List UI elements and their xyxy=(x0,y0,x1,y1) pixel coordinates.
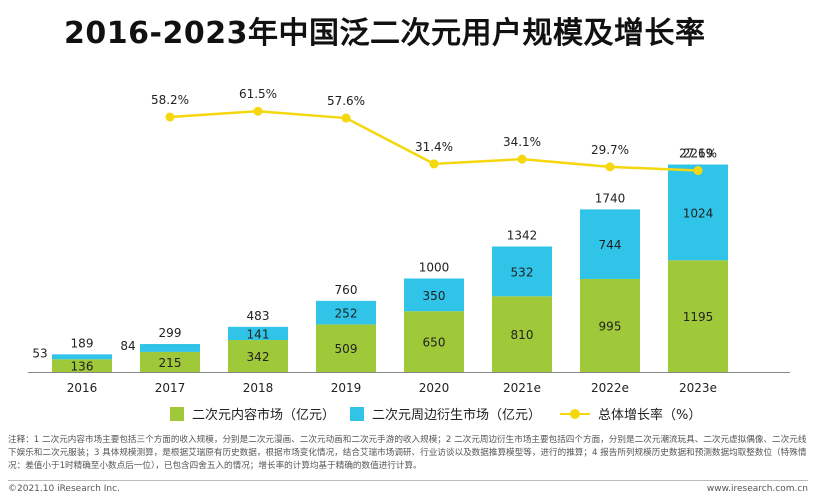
bar-content-2017 xyxy=(140,351,200,372)
label-content-2016: 136 xyxy=(71,360,94,374)
label-content-2017: 215 xyxy=(159,356,182,370)
legend-label-rate: 总体增长率（%） xyxy=(598,408,702,423)
label-content-2020: 650 xyxy=(423,336,446,350)
tick-label-2021e: 2021e xyxy=(503,381,541,395)
bar-content-2021e xyxy=(492,296,552,372)
tick-label-2017: 2017 xyxy=(155,381,186,395)
tick-label-2018: 2018 xyxy=(243,381,274,395)
footer: ©2021.10 iResearch Inc. www.iresearch.co… xyxy=(8,480,808,500)
legend-swatch-derivative xyxy=(350,406,364,421)
website-text: www.iresearch.com.cn xyxy=(706,484,808,494)
tick-label-2022e: 2022e xyxy=(591,381,629,395)
footnote: 注释：1 二次元内容市场主要包括三个方面的收入规模，分别是二次元漫画、二次元动画… xyxy=(8,435,807,471)
bar-derivative-2016 xyxy=(52,354,112,360)
chart-title: 2016-2023年中国泛二次元用户规模及增长率 xyxy=(64,16,706,51)
rate-point-2017 xyxy=(165,112,175,122)
rate-point-2020 xyxy=(429,159,439,169)
legend-item-derivative: 二次元周边衍生市场（亿元） xyxy=(350,404,541,423)
legend-swatch-content xyxy=(170,406,184,421)
label-derivative-2019: 252 xyxy=(335,307,358,321)
rate-point-2023e xyxy=(693,166,703,176)
copyright-text: ©2021.10 iResearch Inc. xyxy=(8,484,120,494)
bar-content-2022e xyxy=(580,278,640,372)
label-total-2023e: 2219 xyxy=(683,147,714,161)
label-content-2019: 509 xyxy=(335,342,358,356)
label-derivative-2023e: 1024 xyxy=(683,206,714,220)
bar-derivative-2020 xyxy=(404,278,464,312)
rate-point-2019 xyxy=(341,113,351,123)
rate-point-2022e xyxy=(605,162,615,172)
label-total-2022e: 1740 xyxy=(595,191,626,205)
label-derivative-2022e: 744 xyxy=(599,238,622,252)
label-total-2020: 1000 xyxy=(419,261,450,275)
rate-label-2022e: 29.7% xyxy=(591,143,629,157)
rate-label-2018: 61.5% xyxy=(239,87,277,101)
tick-label-2020: 2020 xyxy=(419,381,450,395)
bar-derivative-2023e xyxy=(668,164,728,261)
label-total-2018: 483 xyxy=(247,309,270,323)
bar-derivative-2018 xyxy=(228,326,288,341)
bar-derivative-2022e xyxy=(580,209,640,279)
bar-derivative-2019 xyxy=(316,300,376,325)
rate-label-2017: 58.2% xyxy=(151,93,189,107)
rate-point-2021e xyxy=(517,154,527,164)
label-derivative-2018: 141 xyxy=(247,327,270,341)
label-total-2021e: 1342 xyxy=(507,229,538,243)
legend-label-derivative: 二次元周边衍生市场（亿元） xyxy=(372,408,542,423)
legend-item-content: 二次元内容市场（亿元） xyxy=(170,404,335,423)
legend-item-rate: 总体增长率（%） xyxy=(560,404,701,423)
tick-label-2016: 2016 xyxy=(67,381,98,395)
rate-label-2020: 31.4% xyxy=(415,140,453,154)
label-total-2019: 760 xyxy=(335,283,358,297)
label-content-2023e: 1195 xyxy=(683,310,714,324)
chart: 136 53 189 2016 215 84 299 2017 342 141 483 2018 509… xyxy=(28,87,790,395)
label-total-2016: 189 xyxy=(71,336,94,350)
bar-content-2023e xyxy=(668,260,728,372)
tick-label-2023e: 2023e xyxy=(679,381,717,395)
tick-label-2019: 2019 xyxy=(331,381,362,395)
label-content-2022e: 995 xyxy=(599,319,622,333)
label-derivative-2016: 53 xyxy=(32,346,47,360)
label-content-2021e: 810 xyxy=(511,328,534,342)
legend: 二次元内容市场（亿元） 二次元周边衍生市场（亿元） 总体增长率（%） xyxy=(0,404,816,426)
rate-label-2019: 57.6% xyxy=(327,94,365,108)
rate-point-2018 xyxy=(253,106,263,116)
label-total-2017: 299 xyxy=(159,326,182,340)
label-derivative-2020: 350 xyxy=(423,289,446,303)
bar-derivative-2017 xyxy=(140,344,200,352)
legend-label-content: 二次元内容市场（亿元） xyxy=(192,408,336,423)
bar-content-2020 xyxy=(404,311,464,372)
label-derivative-2017: 84 xyxy=(120,339,135,353)
rate-label-2021e: 34.1% xyxy=(503,135,541,149)
legend-swatch-rate xyxy=(560,407,590,421)
bar-content-2019 xyxy=(316,324,376,372)
bar-derivative-2021e xyxy=(492,246,552,297)
rate-label-2023e: 27.6% xyxy=(679,147,717,161)
label-content-2018: 342 xyxy=(247,350,270,364)
bar-content-2016 xyxy=(52,359,112,372)
bar-content-2018 xyxy=(228,340,288,372)
label-derivative-2021e: 532 xyxy=(511,265,534,279)
